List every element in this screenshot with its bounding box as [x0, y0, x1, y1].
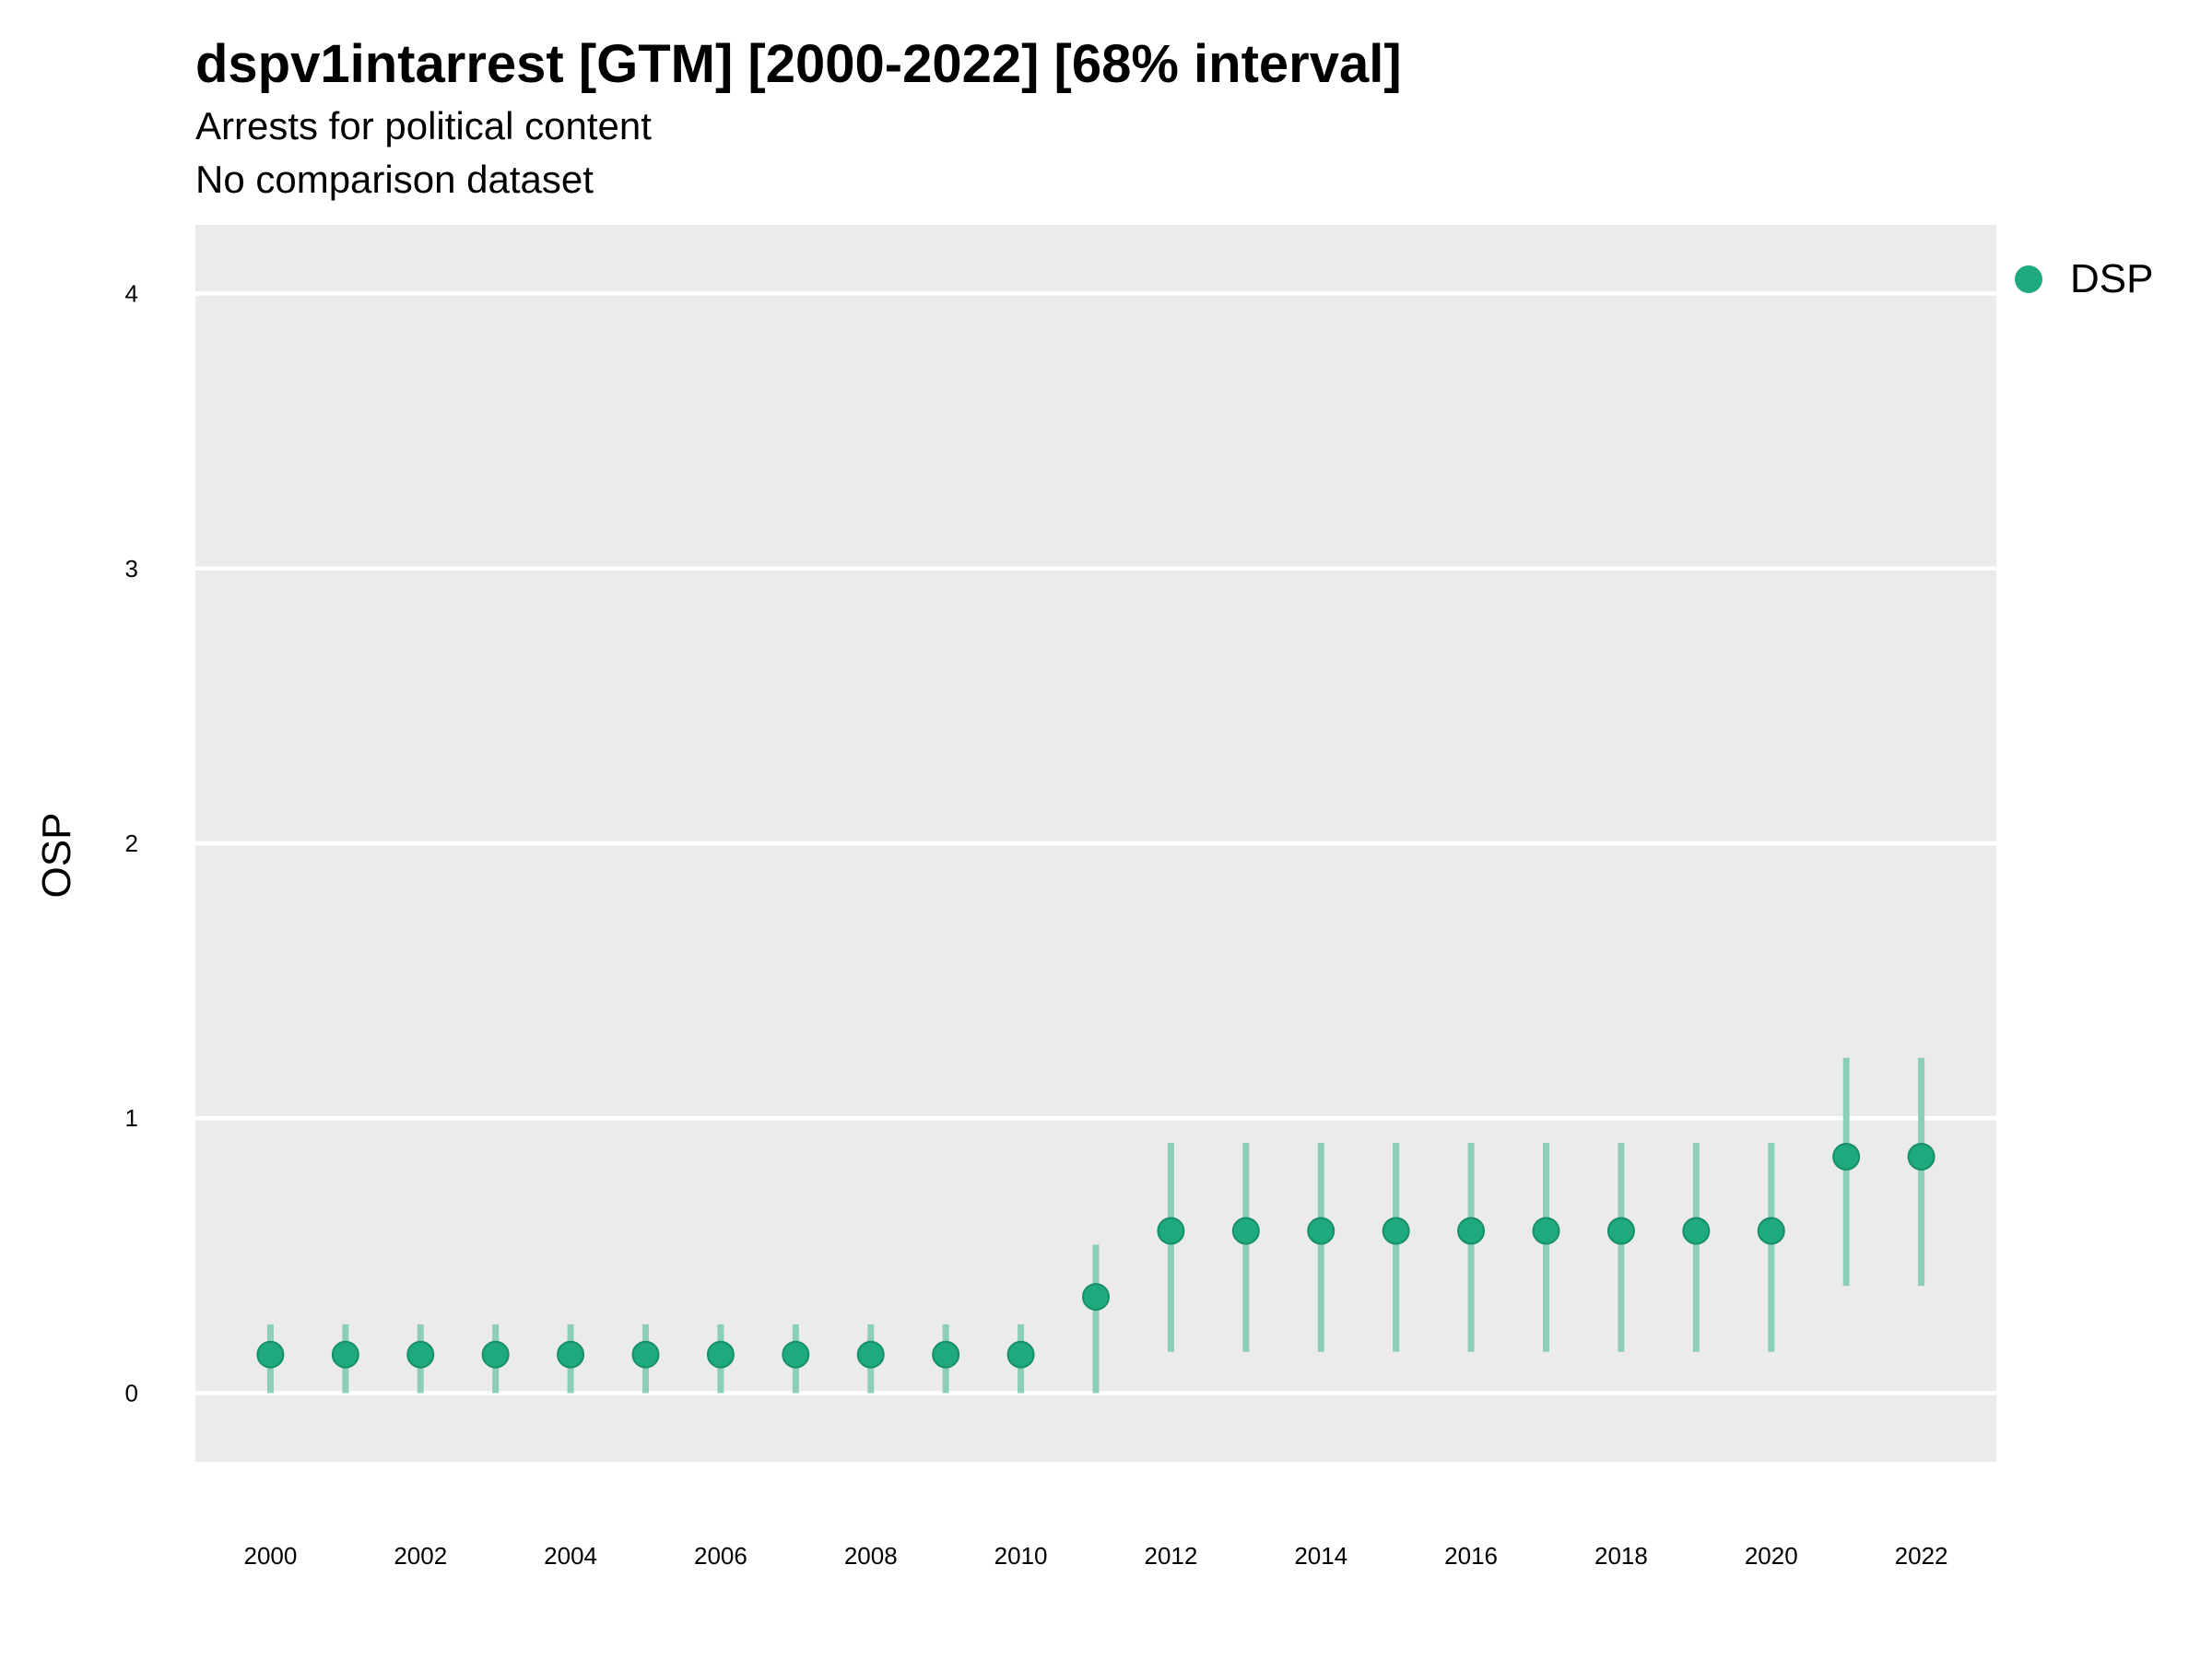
data-point	[1682, 1217, 1711, 1245]
data-point	[256, 1340, 285, 1369]
data-point	[631, 1340, 660, 1369]
legend-key-dsp	[2015, 265, 2042, 293]
x-tick-label: 2008	[844, 1542, 898, 1570]
x-tick-label: 2020	[1745, 1542, 1798, 1570]
data-point	[1907, 1142, 1936, 1171]
data-point	[782, 1340, 810, 1369]
data-point	[1532, 1217, 1560, 1245]
x-tick-label: 2000	[243, 1542, 297, 1570]
data-point	[932, 1340, 960, 1369]
chart-subtitle-comparison: No comparison dataset	[195, 158, 594, 201]
x-tick-label: 2012	[1144, 1542, 1197, 1570]
data-point	[557, 1340, 585, 1369]
y-tick-label: 4	[125, 280, 138, 308]
legend-label-dsp: DSP	[2070, 256, 2154, 301]
data-point	[406, 1340, 435, 1369]
y-tick-label: 3	[125, 555, 138, 582]
x-tick-label: 2014	[1294, 1542, 1347, 1570]
x-tick-label: 2006	[694, 1542, 747, 1570]
data-point	[1307, 1217, 1335, 1245]
legend: DSP	[2015, 256, 2153, 302]
x-tick-label: 2004	[544, 1542, 597, 1570]
chart-subtitle: Arrests for political content	[195, 104, 652, 147]
data-point	[1006, 1340, 1035, 1369]
chart-title: dspv1intarrest [GTM] [2000-2022] [68% in…	[195, 34, 1402, 94]
data-point	[1157, 1217, 1185, 1245]
data-point	[481, 1340, 510, 1369]
data-point	[1832, 1142, 1861, 1171]
x-tick-label: 2018	[1594, 1542, 1648, 1570]
y-tick-label: 2	[125, 830, 138, 857]
data-point	[331, 1340, 359, 1369]
data-point	[1082, 1283, 1110, 1312]
data-point	[1382, 1217, 1410, 1245]
data-point	[706, 1340, 735, 1369]
x-tick-label: 2002	[394, 1542, 447, 1570]
x-tick-label: 2022	[1895, 1542, 1948, 1570]
data-point	[1231, 1217, 1260, 1245]
data-point	[1606, 1217, 1635, 1245]
x-tick-label: 2010	[994, 1542, 1048, 1570]
x-tick-label: 2016	[1444, 1542, 1498, 1570]
data-point	[1757, 1217, 1785, 1245]
data-point	[1457, 1217, 1486, 1245]
y-tick-label: 1	[125, 1104, 138, 1132]
y-tick-label: 0	[125, 1379, 138, 1406]
data-point	[856, 1340, 885, 1369]
